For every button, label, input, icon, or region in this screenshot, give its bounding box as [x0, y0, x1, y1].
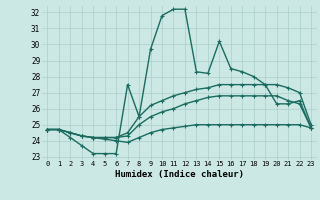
X-axis label: Humidex (Indice chaleur): Humidex (Indice chaleur): [115, 170, 244, 179]
